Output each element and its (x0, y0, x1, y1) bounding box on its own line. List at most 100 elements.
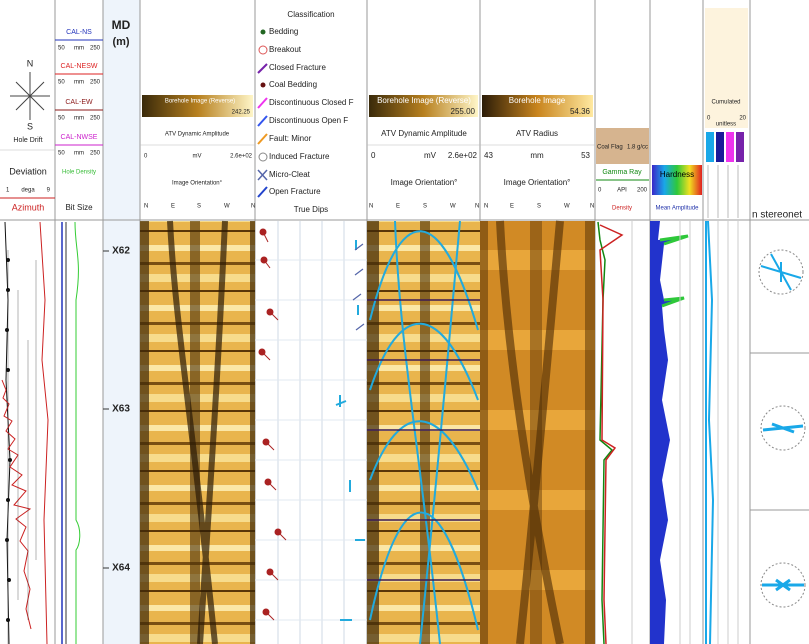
coal-scale: 1.8 g/cc (627, 145, 648, 151)
deviation: Deviation (9, 166, 47, 176)
legend-title: Classification (287, 10, 334, 19)
cal-min: 50 (58, 116, 65, 122)
hole-density: Hole Density (62, 170, 96, 176)
legend-item: Fault: Minor (269, 134, 312, 143)
cal-min: 50 (58, 151, 65, 157)
legend-item: Bedding (269, 27, 298, 36)
bit-size: Bit Size (65, 203, 93, 212)
gamma-header: Coal Flag 1.8 g/cc Gamma Ray 0 API 200 D… (596, 128, 649, 212)
dips-track (255, 221, 367, 644)
gamma-unit: API (617, 188, 627, 194)
azimuth-w: W (450, 204, 456, 210)
hardness-title: Hardness (660, 170, 694, 179)
image2-header: Borehole Image (Reverse) 255.00 ATV Dyna… (367, 95, 480, 210)
image-feature (167, 220, 228, 644)
cal-unit: mm (74, 116, 84, 122)
cumulated-max: 20 (739, 116, 746, 122)
scale-min: 43 (484, 151, 493, 160)
scale-min: 0 (144, 154, 148, 160)
gamma-max: 200 (637, 188, 648, 194)
azimuth-n: N (484, 204, 488, 210)
image-value: 242.25 (232, 110, 251, 116)
azimuth-s: S (537, 204, 541, 210)
legend-item: Discontinuous Open F (269, 116, 348, 125)
cal-max: 250 (90, 151, 101, 157)
drift-header: N S Hole Drift Deviation 1 dega 9 Azimut… (0, 58, 55, 212)
caliper-header: CAL-NS 50 mm 250 CAL-NESW 50 mm 250 CAL-… (55, 29, 103, 212)
azimuth-n2: N (475, 204, 479, 210)
cal-max: 250 (90, 80, 101, 86)
azimuth-w: W (224, 204, 230, 210)
depth-mark: X64 (112, 563, 130, 574)
scale-unit: mm (530, 151, 544, 160)
deviation-max: 9 (47, 188, 51, 194)
cal-ns: CAL-NS (66, 29, 92, 36)
deviation-unit: dega (21, 188, 35, 194)
legend-item: Breakout (269, 45, 302, 54)
hole-drift: Hole Drift (13, 137, 42, 144)
cal-unit: mm (74, 151, 84, 157)
cal-nesw: CAL-NESW (61, 63, 98, 70)
density: Density (612, 206, 632, 212)
depth-mark: X62 (112, 246, 130, 257)
true-dips: True Dips (294, 205, 328, 214)
scale-unit: mV (424, 151, 437, 160)
compass-n: N (27, 58, 34, 68)
depth-track (103, 0, 140, 644)
depth-title: MD (112, 18, 131, 32)
cal-unit: mm (74, 80, 84, 86)
azimuth: Azimuth (12, 202, 45, 212)
depth-mark: X63 (112, 404, 130, 415)
cumulated-grid (717, 221, 739, 644)
image-value: 255.00 (451, 107, 476, 116)
image3-header: Borehole Image 54.36 ATV Radius 43 mm 53… (480, 95, 595, 210)
cumulated-min: 0 (707, 116, 711, 122)
scale-min: 0 (371, 151, 376, 160)
image1-header: Borehole Image (Reverse) 242.25 ATV Dyna… (140, 95, 255, 210)
cumulated-curve (705, 220, 715, 644)
cal-max: 250 (90, 46, 101, 52)
hardness-curve (650, 221, 691, 644)
scale-max: 53 (581, 151, 590, 160)
azimuth-s: S (423, 204, 427, 210)
image-track (140, 221, 255, 644)
curve-name: ATV Dynamic Amplitude (381, 129, 467, 138)
image-value: 54.36 (570, 107, 591, 116)
cal-min: 50 (58, 46, 65, 52)
gamma-min: 0 (598, 188, 602, 194)
cal-ew: CAL-EW (65, 99, 93, 106)
compass-rose (10, 72, 50, 120)
image-title: Borehole Image (Reverse) (377, 96, 471, 105)
curve-name: ATV Dynamic Amplitude (165, 132, 230, 138)
azimuth-s: S (197, 204, 201, 210)
scale-max: 2.6e+02 (448, 151, 478, 160)
legend-item: Closed Fracture (269, 63, 326, 72)
cal-nwse: CAL-NWSE (61, 134, 98, 141)
drift-curves (1, 221, 81, 644)
cal-min: 50 (58, 80, 65, 86)
image-feature (496, 220, 564, 644)
coal-flag: Coal Flag (597, 145, 623, 151)
azimuth-w: W (564, 204, 570, 210)
mean-amplitude: Mean Amplitude (655, 206, 699, 212)
stereonet-title: n stereonet (752, 210, 802, 221)
classification-legend: Classification Bedding Breakout Closed F… (257, 10, 354, 214)
curve-name: ATV Radius (516, 129, 558, 138)
gamma-title: Gamma Ray (602, 169, 642, 176)
cumulated-title: Cumulated (711, 100, 740, 106)
scale-max: 2.6e+02 (230, 154, 253, 160)
azimuth-n2: N (590, 204, 594, 210)
stereonets (750, 249, 809, 608)
cal-max: 250 (90, 116, 101, 122)
legend-item: Coal Bedding (269, 80, 317, 89)
azimuth-n2: N (251, 204, 255, 210)
scale-unit: mV (193, 154, 202, 160)
azimuth-n: N (144, 204, 148, 210)
cumulated-header: Cumulated 0 unitless 20 (705, 8, 748, 218)
deviation-min: 1 (6, 188, 10, 194)
azimuth-e: E (396, 204, 400, 210)
orientation: Image Orientation° (172, 181, 223, 187)
legend-item: Induced Fracture (269, 152, 330, 161)
legend-item: Open Fracture (269, 187, 321, 196)
